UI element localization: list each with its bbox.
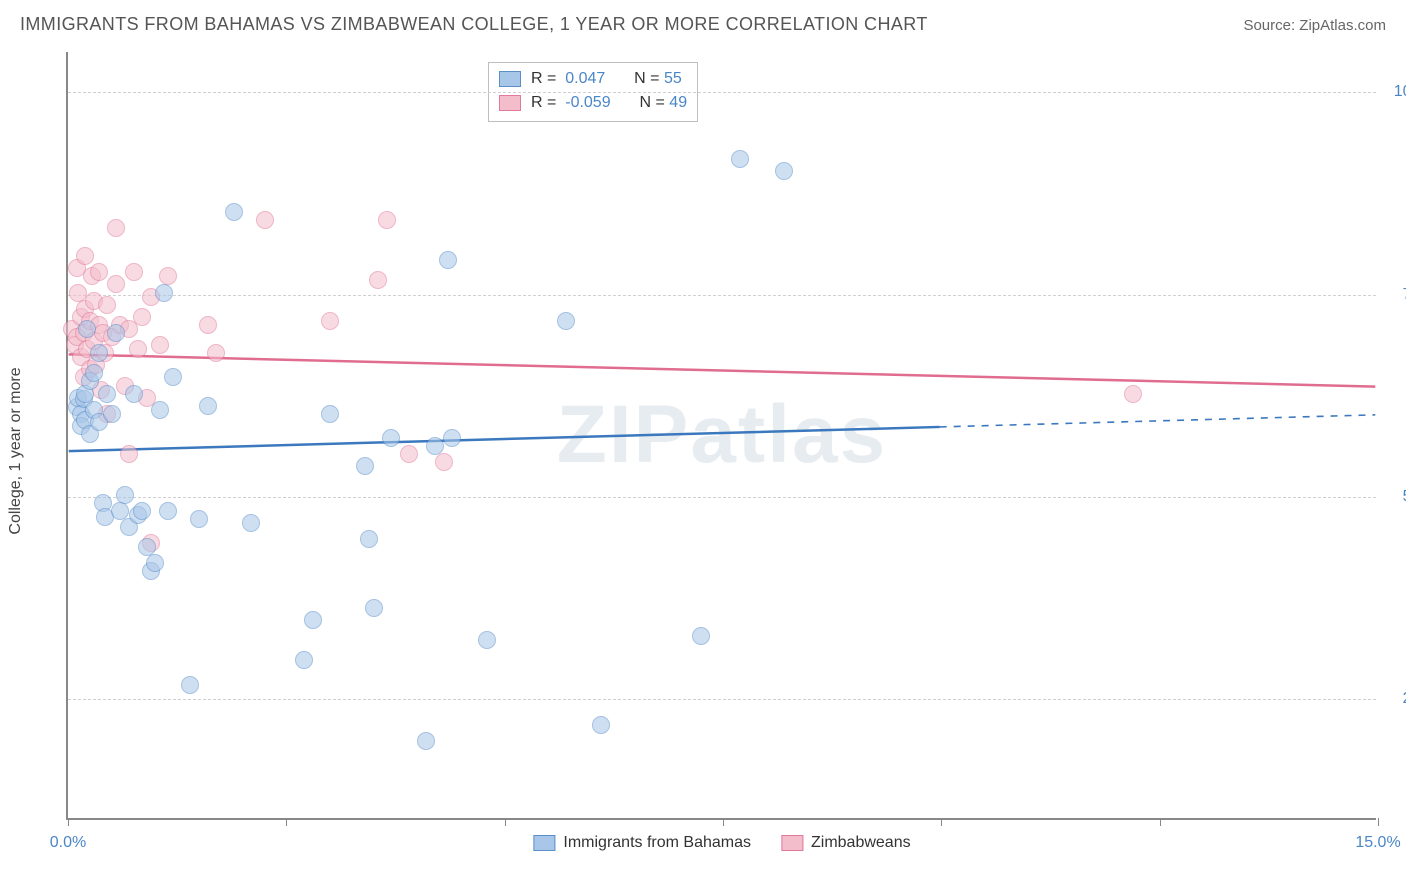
scatter-point [207, 344, 225, 362]
scatter-point [107, 275, 125, 293]
y-tick-label: 75.0% [1384, 286, 1406, 304]
scatter-point [369, 271, 387, 289]
gridline-horizontal [68, 295, 1376, 296]
x-tick-label: 15.0% [1355, 834, 1400, 852]
scatter-point [120, 445, 138, 463]
gridline-horizontal [68, 699, 1376, 700]
x-tick [1378, 818, 1379, 826]
x-tick [941, 818, 942, 826]
scatter-point [382, 429, 400, 447]
scatter-point [199, 397, 217, 415]
scatter-point [1124, 385, 1142, 403]
scatter-point [103, 405, 121, 423]
scatter-point [692, 627, 710, 645]
scatter-point [426, 437, 444, 455]
scatter-point [133, 308, 151, 326]
scatter-point [321, 405, 339, 423]
legend-label: Immigrants from Bahamas [563, 834, 751, 852]
chart-title: IMMIGRANTS FROM BAHAMAS VS ZIMBABWEAN CO… [20, 14, 928, 35]
scatter-point [400, 445, 418, 463]
scatter-point [98, 385, 116, 403]
scatter-point [435, 453, 453, 471]
scatter-point [295, 651, 313, 669]
legend-stats-row: R = -0.059 N = 49 [499, 91, 687, 115]
trend-lines-layer [68, 52, 1376, 818]
scatter-point [439, 251, 457, 269]
scatter-point [443, 429, 461, 447]
scatter-point [478, 631, 496, 649]
scatter-point [557, 312, 575, 330]
scatter-point [159, 502, 177, 520]
source-attribution: Source: ZipAtlas.com [1243, 17, 1386, 34]
legend-stats-row: R = 0.047 N = 55 [499, 67, 687, 91]
x-tick [723, 818, 724, 826]
chart-container: College, 1 year or more ZIPatlas R = 0.0… [20, 46, 1386, 856]
x-tick [505, 818, 506, 826]
scatter-point [775, 162, 793, 180]
x-tick [1160, 818, 1161, 826]
scatter-point [321, 312, 339, 330]
series-legend: Immigrants from Bahamas Zimbabweans [533, 834, 910, 852]
x-tick-label: 0.0% [50, 834, 86, 852]
trend-line [69, 354, 1376, 386]
scatter-point [304, 611, 322, 629]
scatter-point [731, 150, 749, 168]
scatter-point [378, 211, 396, 229]
scatter-point [242, 514, 260, 532]
scatter-point [155, 284, 173, 302]
stat-n: N = 49 [640, 91, 688, 115]
scatter-point [199, 316, 217, 334]
stat-r: R = 0.047 [531, 67, 605, 91]
scatter-point [417, 732, 435, 750]
scatter-point [181, 676, 199, 694]
trend-line [69, 427, 940, 451]
plot-area: ZIPatlas R = 0.047 N = 55R = -0.059 N = … [66, 52, 1376, 820]
x-tick [68, 818, 69, 826]
scatter-point [190, 510, 208, 528]
gridline-horizontal [68, 497, 1376, 498]
trend-line-dashed [940, 415, 1376, 427]
scatter-point [256, 211, 274, 229]
y-tick-label: 50.0% [1384, 488, 1406, 506]
scatter-point [151, 336, 169, 354]
scatter-point [151, 401, 169, 419]
scatter-point [78, 320, 96, 338]
gridline-horizontal [68, 92, 1376, 93]
y-tick-label: 100.0% [1384, 83, 1406, 101]
scatter-point [225, 203, 243, 221]
scatter-point [360, 530, 378, 548]
scatter-point [125, 263, 143, 281]
y-tick-label: 25.0% [1384, 690, 1406, 708]
legend-item: Zimbabweans [781, 834, 911, 852]
scatter-point [98, 296, 116, 314]
scatter-point [85, 364, 103, 382]
stat-r: R = -0.059 [531, 91, 611, 115]
scatter-point [107, 324, 125, 342]
x-tick [286, 818, 287, 826]
scatter-point [356, 457, 374, 475]
scatter-point [116, 486, 134, 504]
legend-swatch [781, 835, 803, 851]
scatter-point [133, 502, 151, 520]
legend-swatch [499, 71, 521, 87]
legend-label: Zimbabweans [811, 834, 911, 852]
legend-swatch [499, 95, 521, 111]
scatter-point [365, 599, 383, 617]
legend-swatch [533, 835, 555, 851]
stat-n: N = 55 [634, 67, 682, 91]
scatter-point [125, 385, 143, 403]
scatter-point [164, 368, 182, 386]
scatter-point [107, 219, 125, 237]
scatter-point [90, 263, 108, 281]
y-axis-label: College, 1 year or more [7, 367, 25, 534]
scatter-point [592, 716, 610, 734]
scatter-point [90, 344, 108, 362]
scatter-point [76, 247, 94, 265]
scatter-point [129, 340, 147, 358]
legend-item: Immigrants from Bahamas [533, 834, 751, 852]
scatter-point [146, 554, 164, 572]
